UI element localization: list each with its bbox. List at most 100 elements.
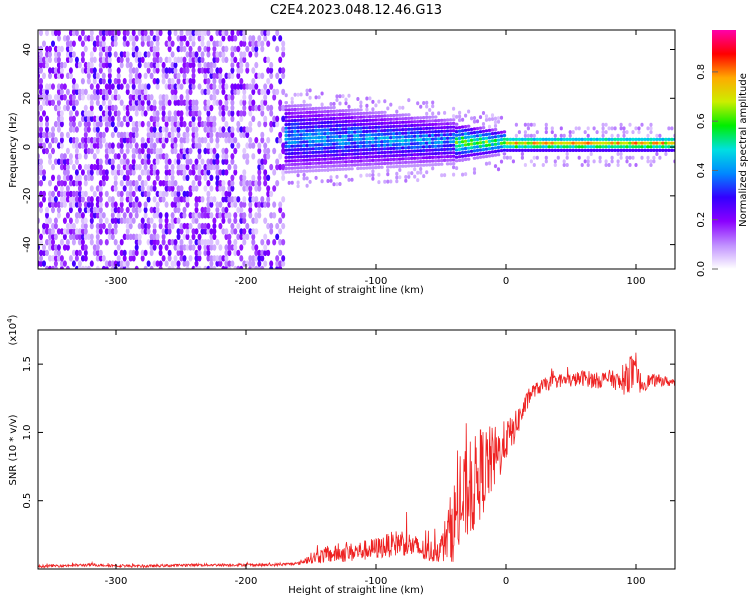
spectrogram-cell	[404, 149, 408, 153]
spectrogram-cell	[329, 131, 333, 135]
snr-xtick-label: -100	[365, 576, 388, 587]
spectrogram-cell	[48, 265, 52, 269]
spectrogram-ytick-label: 40	[22, 43, 33, 56]
spectrogram-cell	[443, 110, 447, 115]
spectrogram-cell	[230, 115, 235, 123]
spectrogram-cell	[607, 141, 611, 145]
spectrogram-cell	[98, 222, 103, 230]
spectrogram-cell	[152, 147, 157, 155]
spectrogram-cell	[53, 56, 58, 63]
spectrogram-cell	[311, 158, 315, 162]
spectrogram-cell	[290, 100, 294, 105]
spectrogram-cell	[308, 165, 312, 169]
spectrogram-cell	[227, 196, 232, 203]
spectrogram-cell	[272, 94, 277, 101]
spectrogram-cell	[155, 30, 160, 37]
spectrogram-cell	[308, 140, 312, 144]
spectrogram-cell	[68, 110, 73, 117]
spectrogram-cell	[290, 166, 294, 170]
spectrogram-cell	[239, 110, 244, 117]
spectrogram-cell	[179, 212, 184, 219]
spectrogram-cell	[421, 134, 426, 138]
spectrogram-cell	[628, 155, 632, 160]
spectrogram-cell	[149, 265, 154, 269]
spectrogram-cell	[401, 150, 405, 154]
spectrogram-cell	[149, 147, 154, 155]
spectrogram-cell	[206, 30, 211, 37]
spectrogram-cell	[326, 157, 330, 161]
spectrogram-cell	[493, 146, 498, 150]
spectrogram-cell	[42, 196, 46, 203]
spectrogram-cell	[263, 99, 268, 106]
spectrogram-cell	[224, 260, 229, 267]
spectrogram-cell	[299, 118, 303, 122]
spectrogram-cell	[526, 141, 531, 145]
spectrogram-cell	[203, 265, 208, 269]
spectrogram-cell	[263, 147, 268, 155]
spectrogram-cell	[113, 35, 118, 42]
spectrogram-cell	[287, 115, 291, 119]
spectrogram-cell	[362, 155, 366, 159]
spectrogram-cell	[523, 141, 528, 145]
spectrogram-cell	[323, 161, 327, 165]
spectrogram-cell	[242, 185, 247, 192]
spectrogram-cell	[424, 159, 429, 163]
spectrogram-cell	[350, 159, 354, 164]
spectrogram-cell	[481, 111, 486, 115]
spectrogram-cell	[392, 135, 396, 139]
spectrogram-cell	[158, 56, 163, 63]
spectrogram-cell	[329, 109, 333, 113]
spectrogram-cell	[236, 72, 241, 79]
spectrogram-cell	[610, 155, 614, 160]
spectrogram-cell	[353, 108, 357, 112]
spectrogram-cell	[170, 217, 175, 224]
spectrogram-cell	[365, 166, 369, 170]
spectrogram-cell	[71, 88, 76, 96]
spectrogram-cell	[68, 94, 73, 101]
spectrogram-cell	[95, 233, 100, 240]
spectrogram-cell	[125, 61, 130, 69]
spectrogram-cell	[433, 155, 438, 159]
spectrogram-cell	[460, 125, 465, 129]
spectrogram-cell	[478, 115, 483, 120]
spectrogram-cell	[179, 249, 184, 257]
spectrogram-cell	[362, 141, 366, 145]
spectrogram-cell	[302, 111, 306, 115]
spectrogram-cell	[131, 163, 136, 171]
spectrogram-cell	[571, 130, 575, 135]
spectrogram-cell	[110, 147, 115, 155]
spectrogram-cell	[281, 142, 286, 149]
spectrogram-cell	[65, 185, 70, 192]
spectrogram-cell	[293, 107, 297, 112]
spectrogram-cell	[53, 260, 58, 267]
spectrogram-cell	[556, 137, 561, 141]
spectrogram-cell	[353, 141, 357, 145]
spectrogram-cell	[65, 174, 70, 181]
spectrogram-cell	[71, 99, 76, 106]
spectrogram-cell	[152, 206, 157, 214]
spectrogram-cell	[95, 94, 100, 101]
spectrogram-cell	[311, 132, 315, 136]
spectrogram-cell	[146, 51, 151, 58]
spectrogram-cell	[461, 117, 465, 122]
spectrogram-cell	[281, 45, 286, 53]
spectrogram-cell	[374, 158, 378, 162]
spectrogram-cell	[134, 35, 139, 42]
spectrogram-cell	[263, 217, 268, 224]
spectrogram-cell	[143, 51, 148, 58]
spectrogram-cell	[305, 158, 309, 162]
spectrogram-cell	[80, 88, 85, 96]
spectrogram-cell	[152, 163, 157, 171]
spectrogram-cell	[125, 174, 130, 181]
spectrogram-cell	[460, 140, 465, 144]
spectrogram-cell	[110, 233, 115, 240]
spectrogram-cell	[125, 217, 130, 224]
spectrogram-cell	[53, 196, 58, 203]
spectrogram-cell	[98, 169, 103, 176]
spectrogram-cell	[460, 132, 465, 136]
spectrogram-cell	[107, 88, 112, 96]
spectrogram-cell	[661, 148, 665, 152]
spectrogram-cell	[347, 167, 351, 171]
spectrogram-cell	[164, 126, 169, 133]
spectrogram-cell	[59, 201, 64, 208]
